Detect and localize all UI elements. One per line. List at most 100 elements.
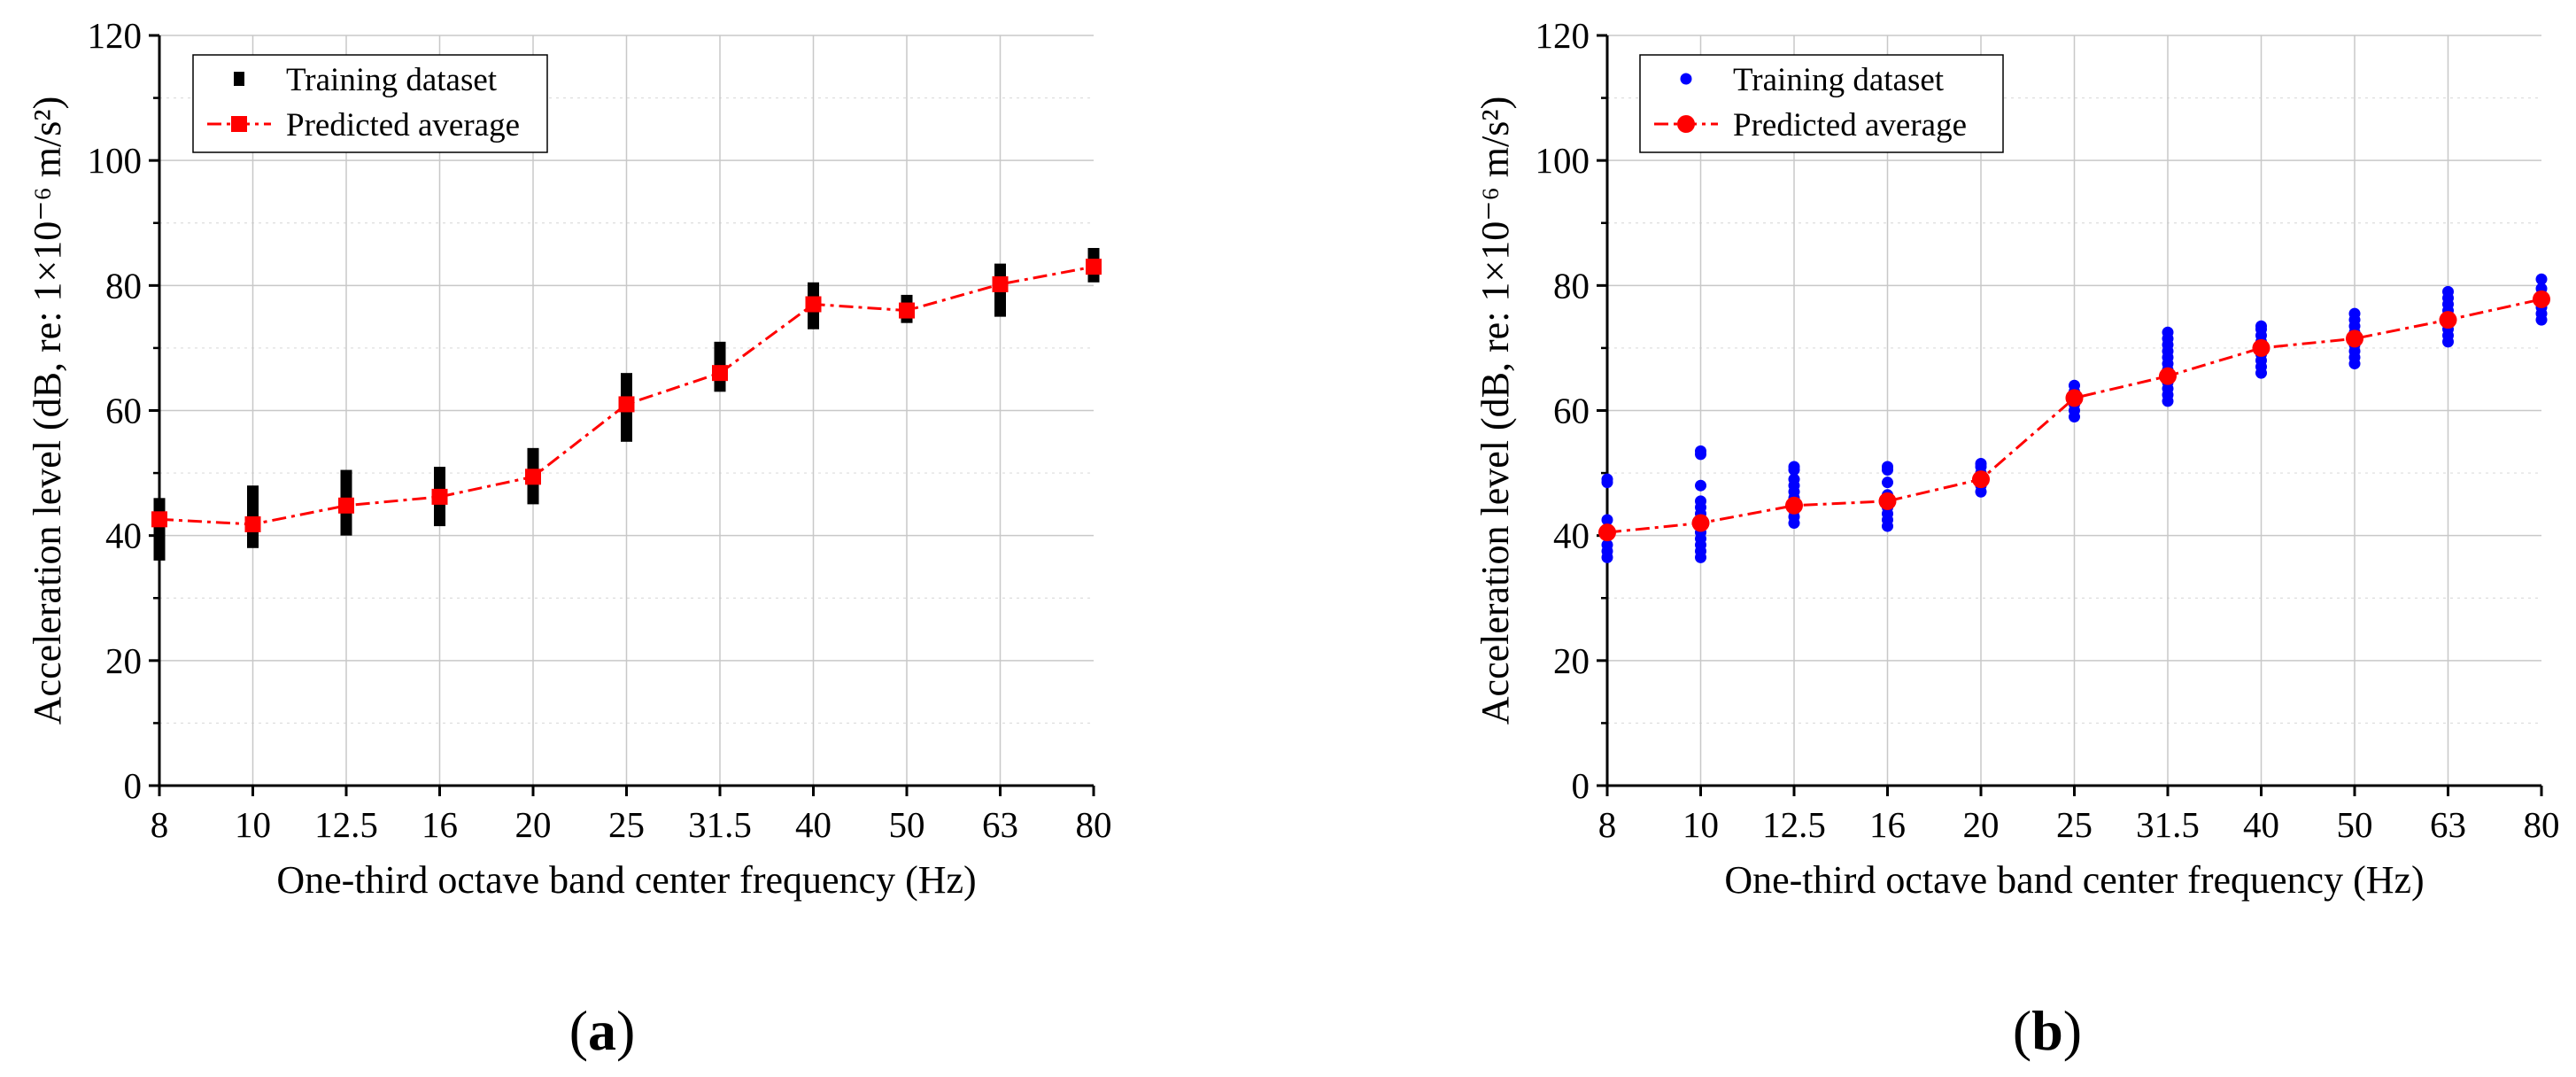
legend-label-predicted: Predicted average: [286, 107, 520, 143]
training-data-point: [2348, 307, 2361, 320]
y-axis-title: Acceleration level (dB, re: 1×10⁻⁶ m/s²): [1474, 97, 1517, 724]
training-data-point: [2255, 320, 2267, 332]
panel-label-letter: b: [2031, 999, 2063, 1062]
x-tick-label: 16: [422, 804, 458, 845]
gridlines: [159, 35, 1094, 786]
predicted-average-point: [2159, 367, 2177, 385]
predicted-average-point: [2533, 290, 2550, 308]
legend-symbol-training: [1680, 73, 1692, 85]
predicted-average-point: [1785, 496, 1803, 515]
y-tick-label: 80: [105, 265, 142, 306]
x-tick-label: 50: [2337, 804, 2373, 845]
y-tick-label: 60: [105, 391, 142, 431]
training-data-point: [1695, 445, 1706, 457]
predicted-average-point: [2065, 389, 2084, 407]
x-axis-title: One-third octave band center frequency (…: [276, 858, 976, 902]
legend-label-training: Training dataset: [1733, 62, 1945, 98]
x-tick-label: 63: [2430, 804, 2466, 845]
x-tick-label: 31.5: [2136, 804, 2200, 845]
panel-label-close: ): [616, 999, 635, 1062]
y-tick-label: 120: [1536, 15, 1590, 56]
x-tick-label: 10: [1683, 804, 1719, 845]
chart-panel-a: 0 20 40 60 80 100 120 8 10 12.5 16 20 25 31.5 40 50 63 80…: [26, 15, 1112, 1062]
predicted-average-point: [1598, 523, 1616, 542]
legend: Training dataset Predicted average: [1639, 54, 2004, 153]
predicted-average-point: [2346, 329, 2363, 348]
x-tick-label: 50: [889, 804, 925, 845]
legend-label-predicted: Predicted average: [1733, 107, 1967, 143]
training-data-point: [1695, 495, 1706, 508]
x-tick-label: 20: [1963, 804, 2000, 845]
y-tick-label: 80: [1553, 265, 1590, 306]
panel-label-close: ): [2063, 999, 2082, 1062]
training-data-point: [1788, 461, 1800, 473]
training-data-point: [1975, 457, 1987, 469]
training-data-point: [1601, 538, 1613, 551]
predicted-average-point: [992, 275, 1009, 292]
x-tick-label: 40: [795, 804, 832, 845]
y-tick-label: 40: [105, 515, 142, 556]
legend-symbol-predicted: [1677, 115, 1695, 133]
predicted-average-point: [712, 365, 728, 382]
legend-label-training: Training dataset: [286, 62, 498, 98]
predicted-average-point: [525, 469, 541, 485]
training-data-point: [1882, 477, 1893, 489]
x-tick-label: 8: [151, 804, 169, 845]
predicted-average-point: [2439, 311, 2457, 329]
training-data-point: [2442, 285, 2454, 298]
y-tick-label: 120: [88, 15, 143, 56]
y-tick-label: 100: [1536, 140, 1590, 181]
x-tick-label: 10: [235, 804, 271, 845]
legend: Training dataset Predicted average: [192, 54, 548, 153]
x-tick-label: 25: [2056, 804, 2093, 845]
legend-box: [192, 54, 548, 153]
predicted-average-point: [1086, 259, 1102, 275]
x-tick-label: 80: [1076, 804, 1112, 845]
predicted-average-point: [899, 302, 915, 319]
y-tick-label: 0: [1572, 765, 1590, 806]
predicted-average-point: [618, 396, 635, 413]
legend-symbol-predicted: [231, 116, 247, 132]
x-tick-label: 40: [2243, 804, 2279, 845]
y-tick-label: 20: [1553, 640, 1590, 681]
x-tick-label: 16: [1869, 804, 1906, 845]
predicted-average-point: [1878, 492, 1897, 510]
y-tick-label: 0: [124, 765, 143, 806]
chart-panel-b: 0 20 40 60 80 100 120 8 10 12.5 16 20 25 31.5 40 50 63 80…: [1474, 15, 2560, 1062]
panel-label-open: (: [569, 999, 588, 1062]
panel-label-open: (: [2013, 999, 2031, 1062]
panel-label-letter: a: [588, 999, 616, 1062]
training-data-point: [1882, 461, 1893, 473]
training-data-point: [2162, 326, 2174, 338]
training-data-range: [153, 498, 166, 561]
y-axis-title: Acceleration level (dB, re: 1×10⁻⁶ m/s²): [26, 97, 69, 724]
y-tick-label: 40: [1553, 515, 1590, 556]
predicted-average-point: [1972, 470, 1990, 489]
predicted-average-point: [431, 488, 448, 505]
y-tick-label: 100: [88, 140, 143, 181]
x-tick-label: 12.5: [314, 804, 378, 845]
training-data-point: [1601, 473, 1613, 485]
legend-box: [1639, 54, 2004, 153]
predicted-average-point: [805, 296, 822, 313]
training-data-point: [1601, 514, 1613, 526]
predicted-average-point: [1691, 514, 1710, 532]
x-tick-label: 25: [608, 804, 645, 845]
predicted-average-point: [2252, 338, 2270, 357]
x-tick-label: 80: [2524, 804, 2560, 845]
panel-label: (a): [569, 999, 636, 1062]
gridlines: [1607, 35, 2541, 786]
y-tick-label: 20: [105, 640, 142, 681]
x-tick-label: 20: [515, 804, 552, 845]
legend-symbol-training: [234, 72, 244, 86]
training-data-point: [1695, 479, 1706, 492]
x-tick-label: 63: [982, 804, 1018, 845]
predicted-average-point: [151, 511, 167, 528]
predicted-average-point: [338, 497, 354, 514]
predicted-average-point: [244, 515, 261, 532]
training-data-point: [2535, 273, 2548, 285]
x-tick-label: 8: [1598, 804, 1617, 845]
x-tick-label: 31.5: [688, 804, 752, 845]
x-axis-title: One-third octave band center frequency (…: [1724, 858, 2424, 902]
